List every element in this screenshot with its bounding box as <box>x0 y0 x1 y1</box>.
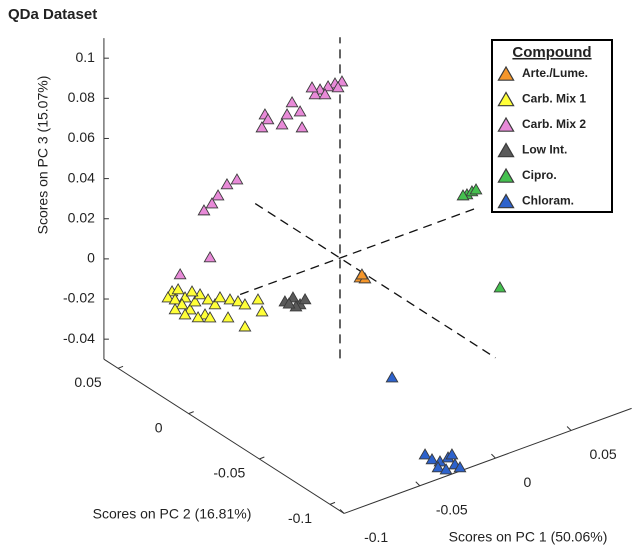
x-tick <box>566 426 572 431</box>
legend-marker <box>497 142 515 158</box>
point <box>183 303 197 315</box>
point <box>385 371 399 383</box>
point <box>161 291 175 303</box>
point <box>238 298 252 310</box>
x-axis-line <box>343 407 632 514</box>
point <box>445 448 459 460</box>
point <box>282 297 296 309</box>
point <box>171 283 185 295</box>
legend-box <box>491 39 613 213</box>
point <box>293 105 307 117</box>
point <box>261 113 275 125</box>
point <box>188 295 202 307</box>
point <box>203 311 217 323</box>
point <box>231 295 245 307</box>
point <box>220 178 234 190</box>
legend-label: Arte./Lume. <box>522 66 588 80</box>
point <box>221 311 235 323</box>
origin-axis <box>239 207 477 296</box>
legend-marker <box>497 91 515 107</box>
point <box>439 463 453 475</box>
point <box>275 118 289 130</box>
point <box>191 311 205 323</box>
point <box>493 281 507 293</box>
z-tick-label: 0.04 <box>68 169 95 185</box>
z-tick-label: -0.04 <box>63 330 95 346</box>
x-tick-label: -0.05 <box>436 501 468 517</box>
point <box>255 305 269 317</box>
point <box>453 461 467 473</box>
legend-label: Low Int. <box>522 143 567 157</box>
point <box>469 183 483 195</box>
point <box>230 173 244 185</box>
legend-marker <box>497 193 515 209</box>
legend-title: Compound <box>512 44 591 61</box>
x-tick-label: 0.05 <box>589 446 616 462</box>
x-tick <box>415 481 421 487</box>
point <box>425 453 439 465</box>
origin-axis <box>254 203 496 359</box>
point <box>201 293 215 305</box>
chart-title: QDa Dataset <box>8 6 97 23</box>
z-axis-label: Scores on PC 3 (15.07%) <box>35 76 51 235</box>
x-tick-label: -0.1 <box>364 529 388 545</box>
point <box>173 268 187 280</box>
point <box>205 197 219 209</box>
point <box>355 268 369 280</box>
legend-label: Carb. Mix 2 <box>522 117 586 131</box>
legend-marker <box>497 65 515 81</box>
point <box>305 81 319 93</box>
y-tick-label: 0.05 <box>74 374 101 390</box>
point <box>280 108 294 120</box>
y-tick <box>117 365 124 369</box>
point <box>168 303 182 315</box>
legend-label: Chloram. <box>522 194 574 208</box>
z-tick-label: 0.08 <box>68 89 95 105</box>
z-tick-label: -0.02 <box>63 290 95 306</box>
point <box>213 290 227 303</box>
point <box>211 189 225 201</box>
x-tick-label: 0 <box>524 474 532 490</box>
point <box>308 88 322 100</box>
y-tick <box>188 411 194 415</box>
y-axis-label: Scores on PC 2 (16.81%) <box>93 506 252 522</box>
point <box>238 320 252 332</box>
y-tick-label: -0.1 <box>288 510 312 526</box>
x-axis-label: Scores on PC 1 (50.06%) <box>449 529 608 545</box>
point <box>208 298 222 310</box>
legend-label: Cipro. <box>522 168 557 182</box>
y-tick <box>259 456 265 460</box>
y-tick <box>329 501 336 505</box>
point <box>251 293 265 305</box>
point <box>285 96 299 108</box>
point <box>418 448 432 460</box>
point <box>185 285 199 297</box>
point <box>295 121 309 133</box>
point <box>331 81 345 93</box>
point <box>203 251 217 263</box>
x-tick <box>339 509 345 514</box>
point <box>298 292 312 305</box>
y-tick-label: 0 <box>155 419 163 435</box>
point <box>255 121 269 133</box>
y-axis-line <box>103 358 345 514</box>
z-tick-label: 0.02 <box>68 209 95 225</box>
y-tick-label: -0.05 <box>213 465 245 481</box>
point <box>223 293 237 305</box>
legend-marker <box>497 116 515 132</box>
z-tick-label: 0 <box>87 250 95 266</box>
z-tick-label: 0.06 <box>68 129 95 145</box>
legend: Compound Arte./Lume. Carb. Mix 1 Carb. Mix … <box>491 39 613 213</box>
z-tick-label: 0.1 <box>75 49 95 65</box>
point <box>175 298 189 310</box>
legend-marker <box>497 167 515 183</box>
x-tick <box>491 453 496 459</box>
point <box>197 204 211 216</box>
point <box>456 189 470 201</box>
point <box>178 308 192 320</box>
legend-label: Carb. Mix 1 <box>522 92 586 106</box>
point <box>431 461 445 473</box>
point <box>318 87 332 100</box>
